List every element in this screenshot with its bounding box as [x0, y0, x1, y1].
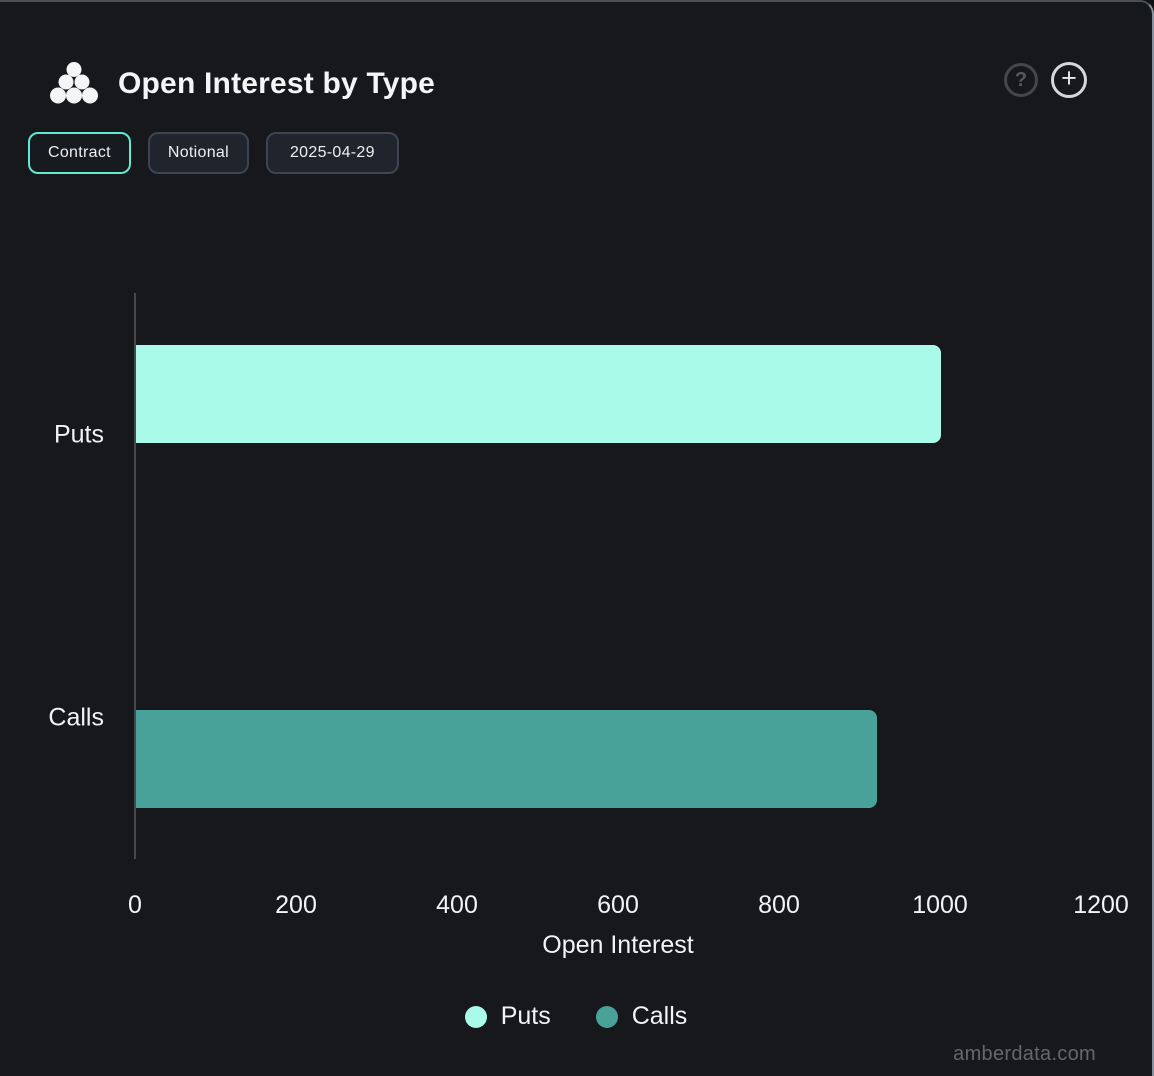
watermark: amberdata.com [953, 1043, 1096, 1065]
legend-dot-icon [595, 1005, 618, 1028]
y-axis-category-label: Calls [48, 703, 104, 731]
chart-legend: Puts Calls [0, 1002, 1152, 1031]
date-selector-button[interactable]: 2025-04-29 [265, 132, 399, 174]
question-mark-icon: ? [1014, 68, 1028, 91]
x-axis-tick-label: 200 [275, 891, 317, 919]
x-axis-tick-label: 1000 [912, 891, 968, 919]
bar-puts [136, 344, 941, 443]
notional-toggle-button[interactable]: Notional [147, 132, 249, 174]
add-button[interactable]: + [1051, 62, 1087, 98]
contract-toggle-button[interactable]: Contract [28, 132, 131, 174]
chart-title: Open Interest by Type [118, 67, 436, 100]
x-axis-tick-label: 0 [128, 891, 142, 919]
toolbar: Contract Notional 2025-04-29 [28, 132, 399, 174]
y-axis-line [134, 293, 136, 859]
legend-item-calls[interactable]: Calls [595, 1002, 688, 1031]
legend-label: Calls [631, 1002, 688, 1030]
x-axis-tick-label: 400 [436, 891, 478, 919]
x-axis-tick-label: 1200 [1073, 891, 1129, 919]
legend-item-puts[interactable]: Puts [464, 1002, 551, 1031]
x-axis-tick-label: 600 [597, 891, 639, 919]
x-axis-tick-label: 800 [758, 891, 800, 919]
help-button[interactable]: ? [1004, 63, 1038, 97]
plus-icon: + [1061, 63, 1077, 93]
y-axis-category-label: Puts [53, 420, 104, 448]
legend-dot-icon [464, 1005, 487, 1028]
legend-label: Puts [500, 1002, 551, 1030]
amberdata-logo-icon [50, 62, 98, 104]
x-axis-title: Open Interest [542, 931, 694, 959]
bar-calls [136, 709, 877, 808]
